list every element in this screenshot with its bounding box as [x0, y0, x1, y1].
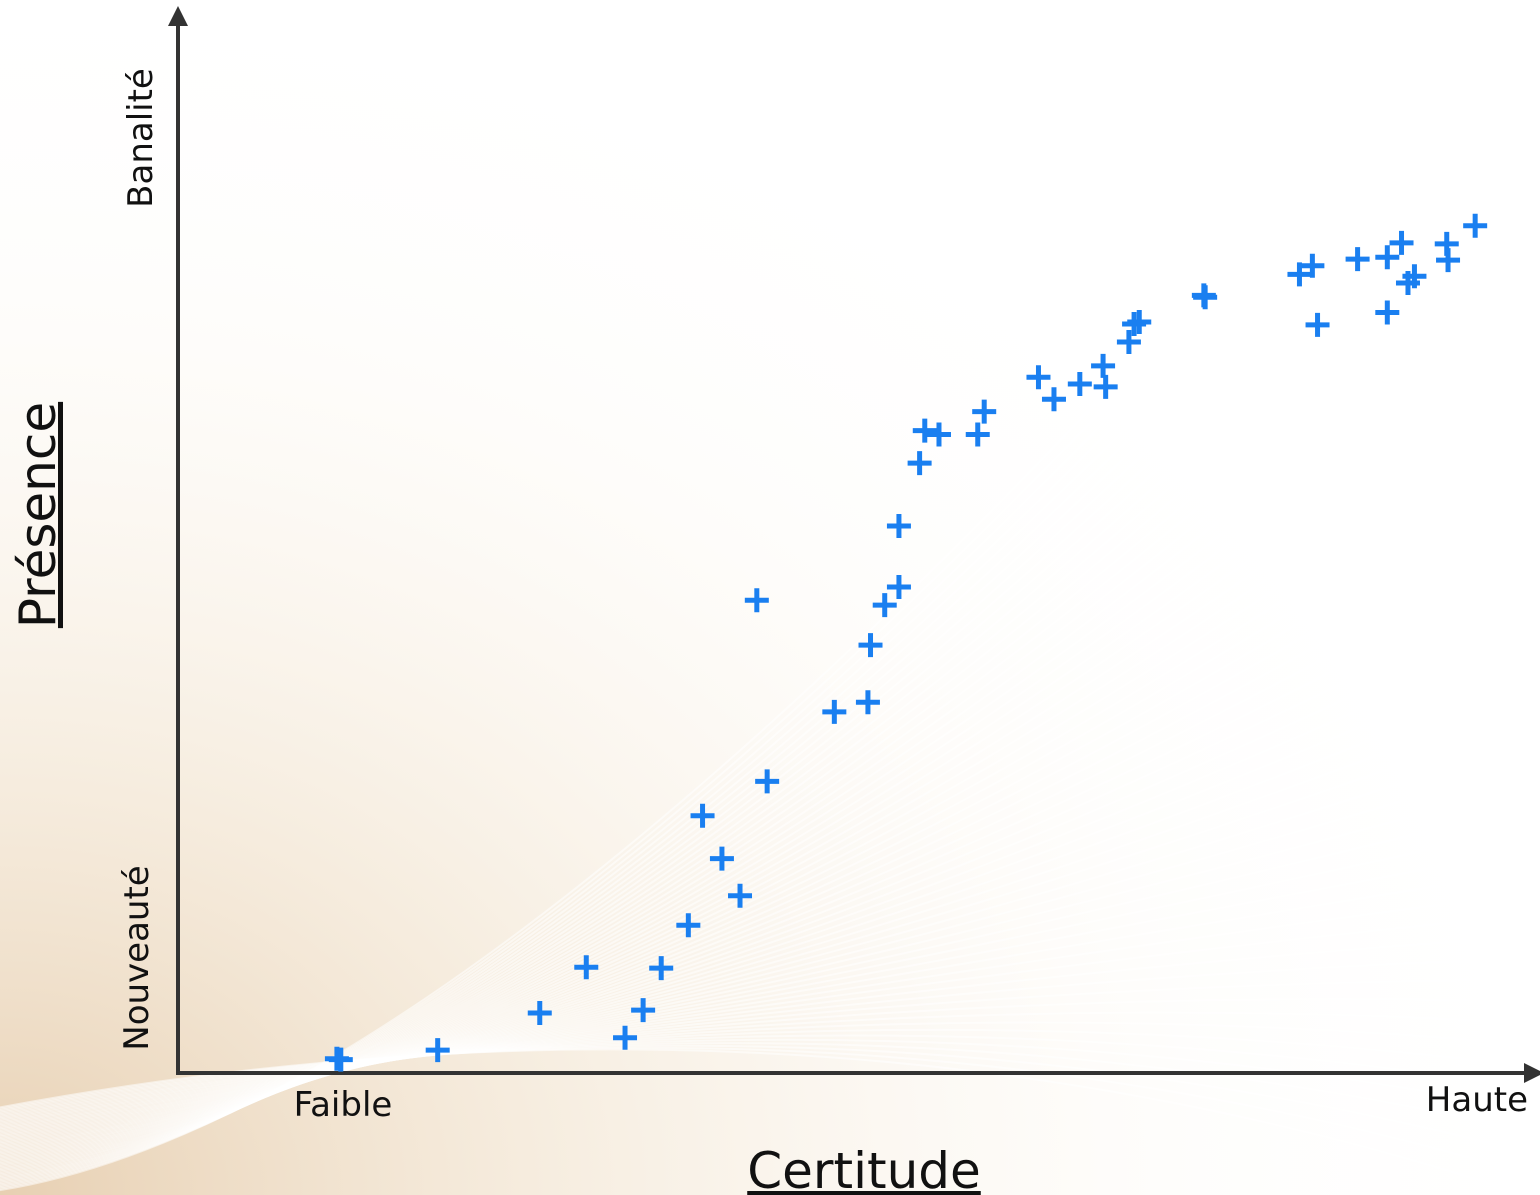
data-point [690, 803, 715, 828]
data-point [1127, 310, 1152, 335]
data-point [1116, 330, 1141, 355]
y-tick-label-high: Banalité [121, 68, 161, 208]
data-point [728, 883, 753, 908]
data-point [855, 690, 880, 715]
data-point [1389, 230, 1414, 255]
data-point [822, 699, 847, 724]
data-point [755, 769, 780, 794]
data-point [709, 846, 734, 871]
data-point [886, 513, 911, 538]
data-point [926, 422, 951, 447]
y-axis-title: Présence [9, 402, 67, 628]
data-point [1436, 248, 1461, 273]
data-point [1067, 371, 1092, 396]
data-point [631, 998, 656, 1023]
data-point [907, 451, 932, 476]
data-point [1191, 283, 1216, 308]
data-point [1300, 253, 1325, 278]
data-point [1375, 245, 1400, 270]
x-axis-title: Certitude [747, 1142, 981, 1195]
data-points [324, 213, 1488, 1072]
data-point [1345, 247, 1370, 272]
data-point [613, 1025, 638, 1050]
x-tick-label-low: Faible [294, 1085, 393, 1125]
data-point [649, 956, 674, 981]
y-tick-label-low: Nouveauté [117, 865, 157, 1050]
data-point [1091, 353, 1116, 378]
data-point [1402, 264, 1427, 289]
data-point [425, 1038, 450, 1063]
data-point [1093, 374, 1118, 399]
data-point [527, 1000, 552, 1025]
data-point [965, 422, 990, 447]
data-point [1041, 387, 1066, 412]
data-point [574, 955, 599, 980]
data-point [1375, 300, 1400, 325]
data-point [1463, 213, 1488, 238]
data-point [1305, 312, 1330, 337]
data-point [328, 1047, 353, 1072]
data-point [858, 633, 883, 658]
data-point [1026, 365, 1051, 390]
data-point [1287, 262, 1312, 287]
data-point [972, 399, 997, 424]
data-point [886, 574, 911, 599]
data-point [744, 588, 769, 613]
data-point [676, 913, 701, 938]
data-point [912, 418, 937, 443]
x-tick-label-high: Haute [1426, 1080, 1528, 1120]
data-point [872, 593, 897, 618]
